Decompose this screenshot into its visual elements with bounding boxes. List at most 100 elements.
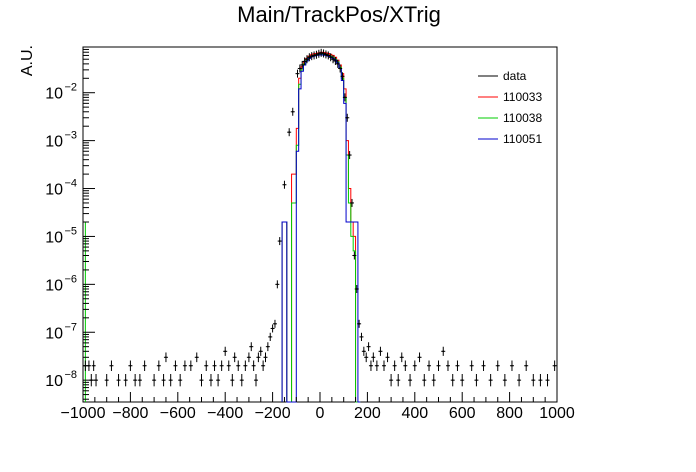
data-point — [182, 360, 187, 371]
data-point — [422, 373, 427, 387]
data-point — [436, 360, 441, 371]
data-point-marker — [248, 356, 250, 359]
data-point — [302, 57, 307, 66]
data-point — [368, 360, 373, 371]
data-point — [272, 319, 277, 328]
data-point — [445, 360, 450, 371]
data-point-marker — [341, 75, 344, 78]
data-point — [109, 360, 114, 371]
data-point — [290, 107, 295, 116]
data-point-marker — [437, 364, 440, 367]
data-point — [178, 373, 183, 387]
data-point — [188, 360, 193, 371]
data-point — [359, 332, 364, 342]
data-point-marker — [255, 379, 257, 382]
data-point-marker — [224, 350, 227, 353]
data-point — [312, 51, 317, 60]
data-point — [502, 373, 507, 387]
data-point — [385, 352, 390, 363]
data-point-marker — [525, 364, 528, 367]
data-point — [319, 48, 324, 57]
data-point — [268, 332, 273, 342]
data-point-marker — [351, 202, 353, 204]
data-point-marker — [240, 379, 243, 382]
data-point — [538, 373, 543, 387]
data-point — [412, 360, 417, 371]
data-point-marker — [553, 364, 556, 367]
x-tick-label: −400 — [207, 405, 243, 422]
data-point-marker — [470, 364, 473, 367]
data-point — [204, 360, 209, 371]
data-point-marker — [383, 364, 385, 367]
series-110038-line — [281, 53, 361, 403]
data-point — [357, 319, 362, 328]
data-point — [366, 342, 371, 352]
data-point-marker — [231, 379, 234, 382]
data-point — [361, 346, 366, 356]
data-point-marker — [250, 345, 253, 348]
data-point — [277, 237, 282, 246]
data-point-marker — [365, 356, 368, 359]
data-point-marker — [400, 356, 403, 359]
data-point — [474, 373, 479, 387]
data-point — [265, 342, 270, 352]
data-point-marker — [210, 379, 212, 382]
data-point — [417, 352, 422, 363]
data-point — [455, 360, 460, 371]
data-point — [481, 360, 486, 371]
data-point — [531, 373, 536, 387]
series-110051-line — [281, 54, 361, 403]
data-point-marker — [386, 356, 389, 359]
data-point — [226, 360, 231, 371]
x-tick-label: −600 — [160, 405, 196, 422]
data-point-marker — [461, 379, 464, 382]
data-point-marker — [404, 364, 407, 367]
data-point-marker — [283, 183, 286, 186]
y-tick-label: 10 — [45, 182, 63, 199]
data-point — [104, 373, 109, 387]
data-point-marker — [259, 350, 262, 353]
data-point-marker — [355, 288, 358, 290]
data-point — [338, 64, 343, 73]
data-point — [345, 113, 350, 122]
series-layer — [83, 48, 557, 403]
data-point-marker — [213, 364, 216, 367]
data-point — [137, 373, 142, 387]
data-point-marker — [322, 52, 325, 55]
y-tick-exponent: −5 — [64, 225, 77, 237]
data-point — [246, 352, 251, 363]
legend-item-110033: 110033 — [478, 90, 542, 104]
data-point-marker — [442, 350, 445, 353]
data-point — [300, 60, 305, 69]
data-point-marker — [169, 379, 172, 382]
data-point — [333, 56, 338, 65]
data-point — [552, 360, 557, 371]
y-tick-exponent: −7 — [64, 321, 77, 333]
data-point-marker — [393, 364, 396, 367]
data-point-marker — [413, 364, 416, 367]
data-point — [316, 49, 321, 58]
data-point — [91, 360, 96, 371]
data-point — [460, 373, 465, 387]
data-point-marker — [269, 335, 272, 338]
data-point-marker — [428, 364, 430, 367]
data-point-marker — [174, 364, 177, 367]
data-point-marker — [332, 58, 334, 61]
data-point-marker — [291, 110, 294, 113]
data-point-marker — [546, 379, 549, 382]
data-point — [142, 360, 147, 371]
data-point-marker — [179, 379, 182, 382]
data-point — [295, 69, 300, 78]
data-point — [254, 373, 259, 387]
data-point-marker — [336, 62, 339, 65]
data-point-marker — [205, 364, 208, 367]
data-point — [232, 352, 237, 363]
data-point — [128, 360, 133, 371]
data-point-marker — [482, 364, 485, 367]
y-tick-exponent: −6 — [64, 273, 77, 285]
data-point-marker — [252, 364, 255, 367]
legend-item-data: data — [478, 69, 527, 83]
data-point-marker — [339, 67, 342, 70]
data-point — [123, 373, 128, 387]
